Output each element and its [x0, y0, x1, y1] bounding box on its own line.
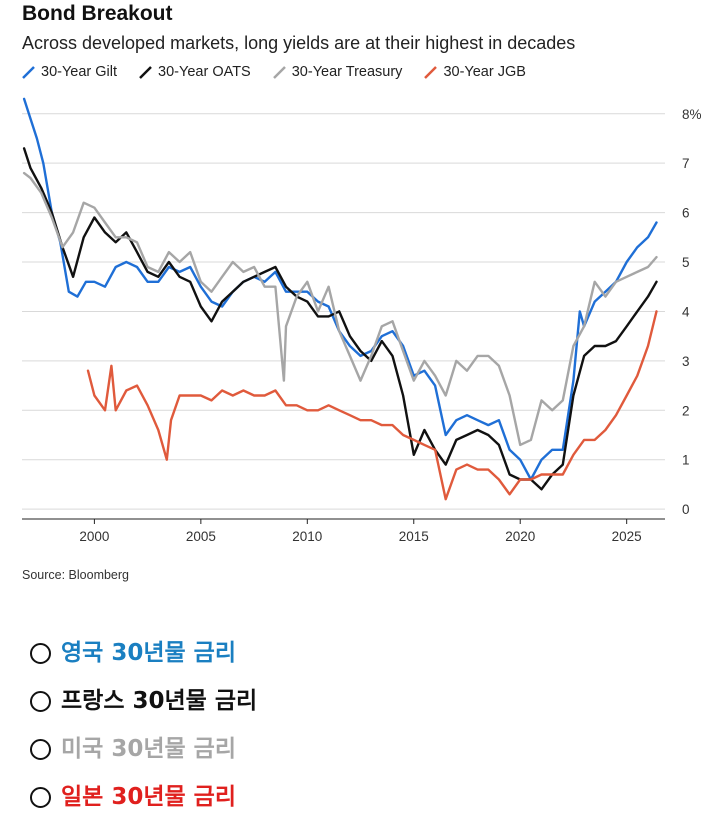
circle-icon — [30, 690, 51, 712]
annotation-list: 영국 30년물 금리 프랑스 30년물 금리 미국 30년물 금리 일본 30년… — [30, 638, 257, 812]
note-label: 프랑스 30년물 금리 — [61, 688, 258, 714]
circle-icon — [30, 786, 51, 808]
x-tick-label: 2005 — [186, 529, 216, 544]
y-tick-label: 1 — [682, 453, 690, 468]
legend-item-gilt: 30-Year Gilt — [22, 64, 117, 80]
source-note: Source: Bloomberg — [22, 568, 130, 582]
x-tick-label: 2015 — [399, 529, 429, 544]
legend-swatch-oats — [139, 65, 152, 79]
legend-swatch-jgb — [424, 65, 438, 79]
chart-legend: 30-Year Gilt 30-Year OATS 30-Year Treasu… — [22, 64, 526, 80]
note-uk: 영국 30년물 금리 — [30, 638, 257, 668]
x-tick-label: 2025 — [612, 529, 642, 544]
note-label: 미국 30년물 금리 — [61, 736, 236, 762]
y-tick-label: 2 — [682, 403, 690, 418]
legend-item-jgb: 30-Year JGB — [424, 64, 526, 80]
line-chart: 0 1 2 3 4 5 6 7 8% 2000 2005 2010 2015 2020 2025 — [22, 97, 702, 544]
y-tick-label: 3 — [682, 354, 690, 369]
y-tick-label: 6 — [682, 206, 690, 221]
circle-icon — [30, 642, 51, 664]
note-france: 프랑스 30년물 금리 — [30, 686, 257, 716]
series-line-2 — [22, 171, 658, 447]
legend-swatch-treasury — [272, 65, 286, 79]
chart-subtitle: Across developed markets, long yields ar… — [22, 33, 576, 53]
legend-label-oats: 30-Year OATS — [158, 64, 251, 80]
y-tick-label: 8% — [682, 107, 702, 122]
note-label: 영국 30년물 금리 — [61, 640, 236, 666]
legend-swatch-gilt — [22, 65, 35, 79]
legend-item-treasury: 30-Year Treasury — [272, 64, 403, 80]
series-line-0 — [22, 97, 658, 481]
legend-label-gilt: 30-Year Gilt — [41, 64, 118, 80]
chart-title: Bond Breakout — [22, 2, 173, 25]
series-line-3 — [86, 310, 658, 501]
y-tick-label: 5 — [682, 255, 690, 270]
x-tick-label: 2010 — [292, 529, 322, 544]
note-label: 일본 30년물 금리 — [61, 784, 236, 810]
legend-label-treasury: 30-Year Treasury — [291, 64, 403, 80]
y-tick-label: 0 — [682, 502, 690, 517]
x-tick-label: 2020 — [505, 529, 535, 544]
series-line-1 — [22, 147, 658, 491]
x-tick-label: 2000 — [79, 529, 109, 544]
legend-label-jgb: 30-Year JGB — [443, 64, 526, 80]
note-japan: 일본 30년물 금리 — [30, 782, 257, 812]
legend-item-oats: 30-Year OATS — [139, 64, 251, 80]
note-us: 미국 30년물 금리 — [30, 734, 257, 764]
circle-icon — [30, 738, 51, 760]
y-tick-label: 4 — [682, 304, 690, 319]
y-tick-label: 7 — [682, 156, 690, 171]
